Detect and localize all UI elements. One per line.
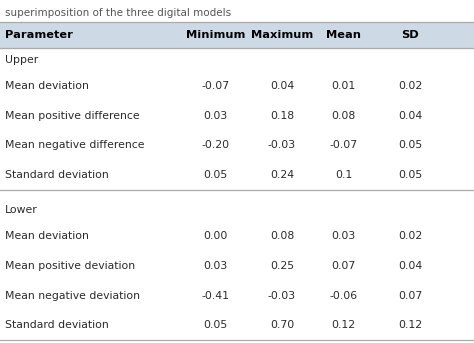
Text: -0.07: -0.07 xyxy=(201,81,230,91)
Text: Minimum: Minimum xyxy=(186,30,246,40)
Text: 0.12: 0.12 xyxy=(398,320,422,330)
Text: Standard deviation: Standard deviation xyxy=(5,170,109,180)
Text: Upper: Upper xyxy=(5,55,38,64)
Text: 0.04: 0.04 xyxy=(398,261,422,271)
Text: Mean deviation: Mean deviation xyxy=(5,231,89,241)
Text: -0.06: -0.06 xyxy=(329,291,358,300)
Text: 0.24: 0.24 xyxy=(270,170,294,180)
Text: -0.07: -0.07 xyxy=(329,140,358,150)
Text: Mean negative deviation: Mean negative deviation xyxy=(5,291,140,300)
Text: 0.05: 0.05 xyxy=(398,170,422,180)
Text: Mean deviation: Mean deviation xyxy=(5,81,89,91)
Text: 0.08: 0.08 xyxy=(331,111,356,121)
Text: superimposition of the three digital models: superimposition of the three digital mod… xyxy=(5,8,231,18)
Text: 0.04: 0.04 xyxy=(270,81,294,91)
Text: Maximum: Maximum xyxy=(251,30,313,40)
Text: 0.05: 0.05 xyxy=(203,320,228,330)
Text: 0.02: 0.02 xyxy=(398,231,422,241)
Text: Mean positive deviation: Mean positive deviation xyxy=(5,261,135,271)
Text: 0.1: 0.1 xyxy=(335,170,352,180)
Text: 0.25: 0.25 xyxy=(270,261,294,271)
Text: -0.03: -0.03 xyxy=(268,140,296,150)
Text: Standard deviation: Standard deviation xyxy=(5,320,109,330)
Text: Mean: Mean xyxy=(326,30,361,40)
Text: 0.05: 0.05 xyxy=(398,140,422,150)
Text: Mean negative difference: Mean negative difference xyxy=(5,140,144,150)
Text: 0.00: 0.00 xyxy=(203,231,228,241)
Text: 0.07: 0.07 xyxy=(398,291,422,300)
Text: Mean positive difference: Mean positive difference xyxy=(5,111,139,121)
Text: 0.03: 0.03 xyxy=(203,111,228,121)
Text: 0.70: 0.70 xyxy=(270,320,294,330)
Text: 0.08: 0.08 xyxy=(270,231,294,241)
Text: 0.03: 0.03 xyxy=(331,231,356,241)
Text: 0.01: 0.01 xyxy=(331,81,356,91)
Text: -0.03: -0.03 xyxy=(268,291,296,300)
Text: -0.41: -0.41 xyxy=(201,291,230,300)
Text: 0.12: 0.12 xyxy=(332,320,356,330)
Text: 0.03: 0.03 xyxy=(203,261,228,271)
Bar xyxy=(0,22,474,48)
Text: 0.18: 0.18 xyxy=(270,111,294,121)
Text: Parameter: Parameter xyxy=(5,30,73,40)
Text: -0.20: -0.20 xyxy=(201,140,230,150)
Text: 0.05: 0.05 xyxy=(203,170,228,180)
Text: SD: SD xyxy=(401,30,419,40)
Text: 0.04: 0.04 xyxy=(398,111,422,121)
Text: Lower: Lower xyxy=(5,205,37,215)
Text: 0.07: 0.07 xyxy=(331,261,356,271)
Text: 0.02: 0.02 xyxy=(398,81,422,91)
